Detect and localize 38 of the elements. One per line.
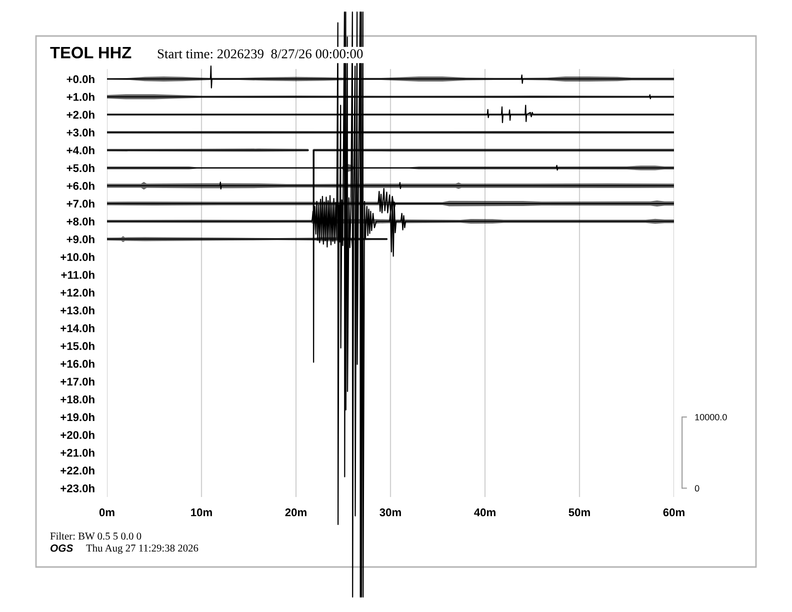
x-tick-label: 40m bbox=[474, 508, 496, 516]
y-tick-label: +21.0h bbox=[60, 448, 94, 457]
x-tick-label: 50m bbox=[568, 508, 590, 516]
text: Start time: 2026239 8/27/26 00:00:00 bbox=[158, 49, 363, 58]
y-tick-label: +7.0h bbox=[66, 200, 94, 208]
y-tick-label: +14.0h bbox=[60, 324, 94, 332]
y-tick-label: +9.0h bbox=[66, 235, 94, 244]
x-tick-label: 0m bbox=[99, 508, 114, 516]
y-tick-label: +22.0h bbox=[60, 466, 94, 475]
annotation: Filter: BW 0.5 5 0.0 0 bbox=[50, 532, 142, 540]
y-tick-label: +0.0h bbox=[66, 74, 94, 84]
y-tick-label: +23.0h bbox=[60, 484, 94, 492]
x-tick-label: 20m bbox=[285, 508, 306, 516]
y2-tick-label: 10000.0 bbox=[695, 414, 727, 420]
x-tick-label: 10m bbox=[191, 508, 212, 516]
y-tick-label: +13.0h bbox=[60, 306, 94, 314]
y-tick-label: +15.0h bbox=[60, 342, 94, 350]
y-tick-label: +4.0h bbox=[66, 146, 94, 154]
text: TEOL HHZ bbox=[50, 46, 132, 58]
y-tick-label: +19.0h bbox=[60, 412, 94, 422]
x-tick-label: 30m bbox=[380, 508, 401, 516]
text: OGS bbox=[50, 544, 74, 552]
x-tick-label: 60m bbox=[663, 508, 684, 516]
y-tick-label: +6.0h bbox=[66, 182, 94, 190]
y2-tick-label: 0 bbox=[694, 485, 700, 492]
y-tick-label: +5.0h bbox=[66, 164, 94, 172]
y-tick-label: +16.0h bbox=[60, 360, 94, 368]
y-tick-label: +18.0h bbox=[60, 395, 94, 404]
y-tick-label: +8.0h bbox=[66, 217, 94, 226]
y-tick-label: +1.0h bbox=[66, 92, 94, 101]
y-tick-label: +17.0h bbox=[60, 377, 94, 386]
y-tick-label: +12.0h bbox=[60, 288, 94, 297]
annotation: Thu Aug 27 11:29:38 2026 bbox=[86, 544, 198, 554]
y-tick-label: +20.0h bbox=[60, 430, 94, 439]
y-tick-label: +11.0h bbox=[61, 270, 94, 279]
y-tick-label: +3.0h bbox=[66, 128, 94, 137]
y-tick-label: +10.0h bbox=[60, 252, 94, 262]
y-tick-label: +2.0h bbox=[66, 110, 94, 119]
